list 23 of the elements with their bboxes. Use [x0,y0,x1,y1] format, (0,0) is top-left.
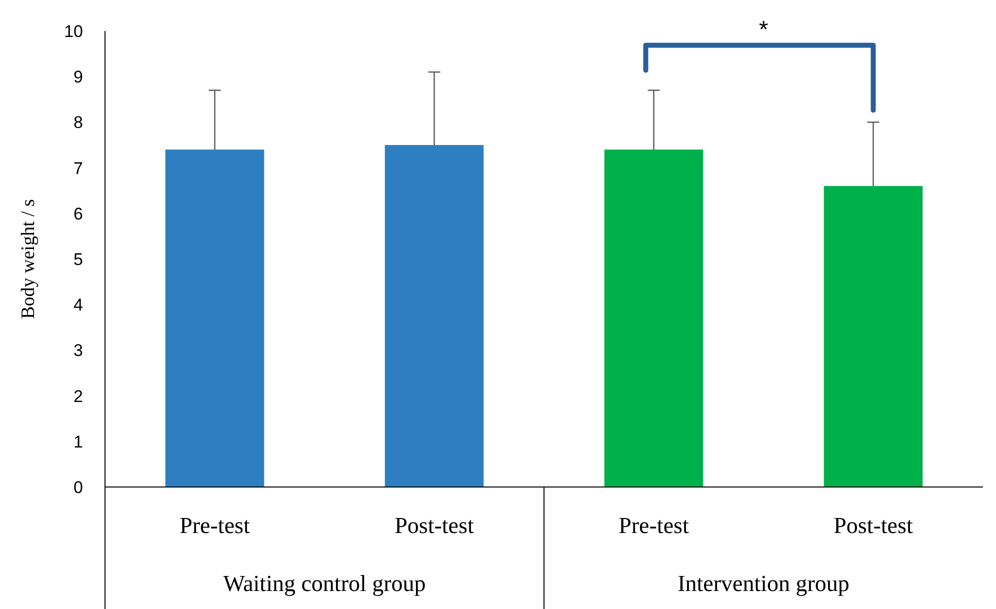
annotation: * [758,16,768,44]
y-tick-label: 2 [74,386,83,406]
y-axis-title: Body weight / s [18,199,39,319]
text: Waiting control group [223,571,426,596]
text: Intervention group [678,571,850,596]
x-tick-label: Post-test [834,513,914,538]
bar [384,145,484,487]
y-tick-label: 8 [74,113,83,132]
y-tick-label: 7 [74,158,83,178]
y-tick-label: 6 [74,204,83,224]
y-tick-label: 5 [74,250,83,269]
y-tick-label: 10 [64,22,83,41]
y-tick-label: 3 [74,341,83,360]
x-tick-label: Pre-test [618,513,690,538]
bar [165,150,264,487]
y-tick-label: 4 [74,296,83,315]
bar [824,186,923,487]
y-tick-label: 9 [74,68,83,87]
x-tick-label: Post-test [394,513,474,538]
bar [604,150,704,487]
y-tick-label: 1 [74,432,83,452]
y-tick-label: 0 [74,478,83,497]
x-tick-label: Pre-test [180,513,250,538]
